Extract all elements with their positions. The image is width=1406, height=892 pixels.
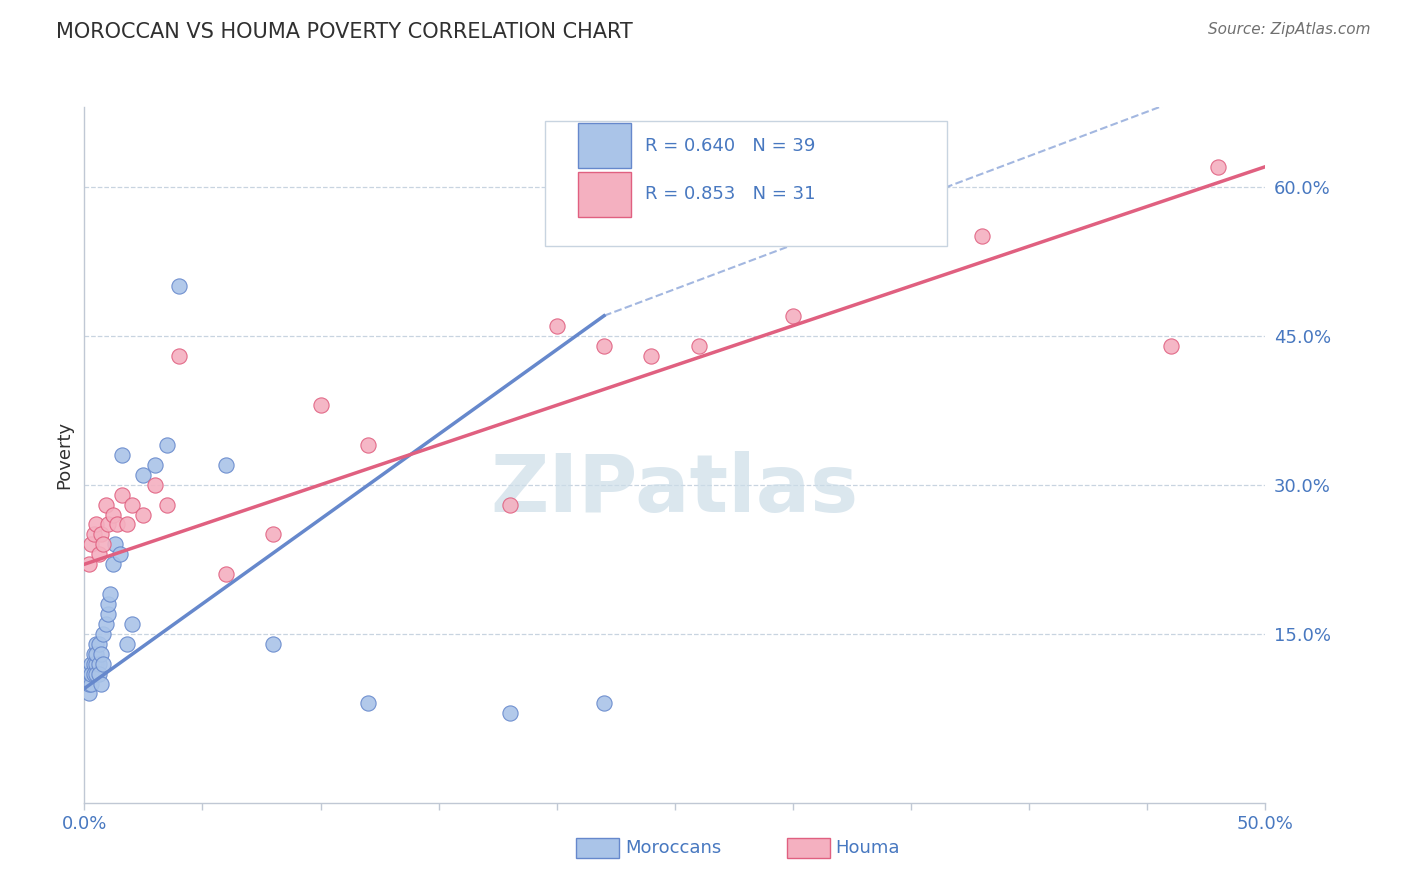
Point [84,666,107,681]
Point [94,498,117,512]
Point [1206,160,1229,174]
Point [156,438,179,452]
Point [91,627,114,641]
Point [215,458,238,472]
Point [83,666,105,681]
Point [76,666,98,681]
Point [83,657,105,671]
Point [215,567,238,582]
Point [98,587,121,601]
Point [357,697,380,711]
Point [498,498,520,512]
FancyBboxPatch shape [546,121,946,246]
Point [101,508,124,522]
Point [121,498,143,512]
Point [593,338,616,352]
Point [143,477,166,491]
Point [87,666,110,681]
FancyBboxPatch shape [578,123,631,169]
Point [262,637,284,651]
Point [80,537,103,551]
Point [107,517,129,532]
Point [87,657,110,671]
Point [91,537,114,551]
Point [115,637,138,651]
Point [104,537,127,551]
FancyBboxPatch shape [578,172,631,217]
Point [97,607,120,621]
Point [167,279,190,293]
Point [80,657,103,671]
Point [77,686,100,700]
Point [357,438,380,452]
Point [80,676,103,690]
Text: Source: ZipAtlas.com: Source: ZipAtlas.com [1208,22,1371,37]
Point [115,517,138,532]
Point [97,517,120,532]
Point [80,666,103,681]
Point [132,508,155,522]
Point [309,398,332,412]
Y-axis label: Poverty: Poverty [55,421,73,489]
Point [111,448,134,462]
Point [262,527,284,541]
Point [84,657,107,671]
Text: R = 0.640   N = 39: R = 0.640 N = 39 [645,136,815,154]
Point [121,616,143,631]
Point [97,597,120,611]
Point [87,637,110,651]
Text: R = 0.853   N = 31: R = 0.853 N = 31 [645,186,815,203]
Point [546,318,568,333]
Point [498,706,520,721]
Point [83,647,105,661]
Point [77,558,100,572]
Point [970,229,993,244]
Point [688,338,710,352]
Point [1160,338,1182,352]
Point [84,517,107,532]
Point [87,547,110,561]
Point [94,616,117,631]
Text: Houma: Houma [835,839,900,857]
Point [167,349,190,363]
Point [90,676,112,690]
Point [782,309,804,323]
Point [90,647,112,661]
Point [84,647,107,661]
Point [84,637,107,651]
Point [156,498,179,512]
Point [640,349,662,363]
Point [143,458,166,472]
Point [77,676,100,690]
Point [108,547,131,561]
Point [91,657,114,671]
Text: ZIPatlas: ZIPatlas [491,450,859,529]
Text: MOROCCAN VS HOUMA POVERTY CORRELATION CHART: MOROCCAN VS HOUMA POVERTY CORRELATION CH… [56,22,633,42]
Point [593,697,616,711]
Point [132,467,155,482]
Point [101,558,124,572]
Point [90,527,112,541]
Text: Moroccans: Moroccans [626,839,721,857]
Point [83,527,105,541]
Point [111,488,134,502]
